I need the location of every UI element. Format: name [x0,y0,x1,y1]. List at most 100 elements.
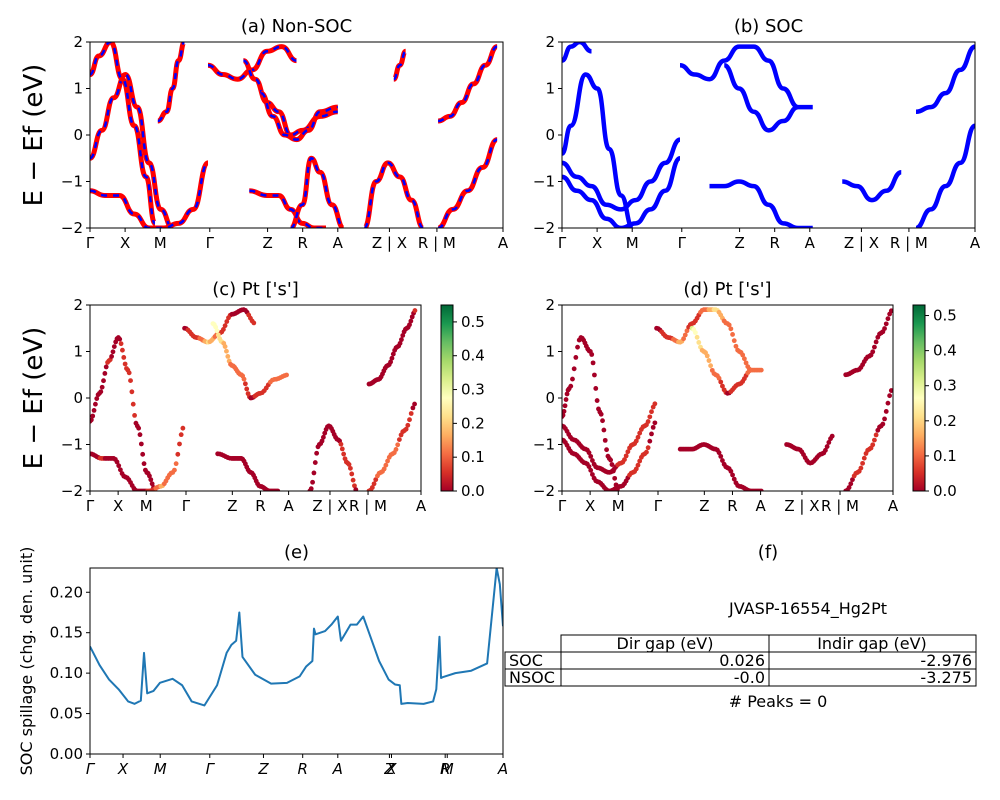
projection-point [570,376,575,382]
projection-point [214,328,220,334]
panel-a-bands [90,42,499,228]
projection-point [850,477,855,483]
projection-point [407,417,412,423]
projection-point [224,348,229,354]
projection-point [682,332,688,338]
projection-point [633,438,639,444]
x-tick-label: A [332,760,343,778]
projection-point [612,475,618,481]
projection-point [410,405,416,411]
projection-point [824,444,830,449]
projection-point [743,360,749,366]
projection-point [883,321,889,327]
projection-point [882,326,887,331]
projection-point [885,400,891,406]
panel-c-ylabel: E − Ef (eV) [19,327,49,470]
y-tick-label: −1 [533,436,555,454]
x-tick-label: R [297,760,307,778]
projection-point [138,441,144,447]
panel-e-ylabel: SOC spillage (chg. den. unit) [17,547,36,776]
projection-point [369,485,375,490]
projection-point [571,366,577,372]
x-tick-label: Z | X [372,234,407,252]
projection-point [140,451,146,457]
x-tick-label: X [585,497,595,515]
projection-point [758,367,764,373]
projection-point [604,447,609,453]
projection-point [393,447,399,452]
panel-d-points [562,307,893,491]
projection-point [408,318,414,324]
projection-point [601,427,607,433]
projection-point [861,455,867,461]
band-line-blue [723,63,813,133]
projection-point [407,322,412,328]
projection-point [116,463,122,469]
projection-point [110,349,116,355]
projection-point [121,355,127,360]
x-tick-label: M [612,497,625,515]
projection-point [102,371,108,376]
projection-point [708,363,714,369]
x-tick-label: R [769,234,779,252]
projection-point [637,430,643,436]
projection-point [409,314,415,320]
projection-point [887,393,893,399]
y-tick-label: 0 [545,126,555,144]
colorbar-tick-label: 0.3 [461,381,485,399]
projection-point [128,378,133,384]
projection-point [118,341,124,347]
projection-point [652,401,658,407]
projection-point [114,459,120,465]
x-tick-label: A [970,234,981,252]
projection-point [129,389,135,395]
y-tick-label: 0.15 [50,624,83,642]
projection-point [829,433,835,439]
colorbar-tick-label: 0.2 [461,414,485,432]
projection-point [873,339,879,345]
x-tick-label: Γ [678,234,687,252]
x-tick-label: A [755,497,766,515]
y-tick-label: 1 [73,80,83,98]
x-tick-label: A [333,234,344,252]
projection-point [650,424,656,430]
projection-point [322,430,328,436]
x-tick-label: A [498,234,509,252]
projection-point [275,488,281,491]
band-line-blue [562,137,681,212]
projection-point [588,453,594,459]
panel-d-colorbar [912,304,926,492]
band-line-blue [915,44,975,114]
projection-point [338,441,344,447]
projection-point [823,447,828,453]
projection-point [91,408,97,413]
projection-point [573,355,579,360]
y-tick-label: −2 [61,219,83,237]
projection-point [649,409,654,415]
projection-point [319,438,325,444]
band-line-blue-dashed [393,50,407,81]
projection-point [649,431,654,437]
projection-point [90,417,94,423]
projection-point [385,458,390,464]
panel-a-ylabel: E − Ef (eV) [19,64,49,207]
table-cell-indir: -2.976 [920,651,972,670]
x-tick-label: A [888,497,899,515]
projection-point [388,359,394,365]
band-line-blue [562,72,635,228]
projection-point [704,353,710,359]
projection-point [348,465,353,471]
projection-point [352,483,357,489]
projection-point [598,411,604,417]
projection-point [880,421,886,427]
x-tick-label: Γ [654,497,663,515]
x-tick-label: X [592,234,602,252]
projection-point [870,442,876,448]
table-row-label: NSOC [509,668,555,687]
projection-point [224,319,230,324]
projection-point [718,379,724,385]
projection-point [575,344,580,350]
band-line-blue-dashed [290,156,345,228]
projection-point [848,481,854,487]
x-tick-label: M [154,760,167,778]
